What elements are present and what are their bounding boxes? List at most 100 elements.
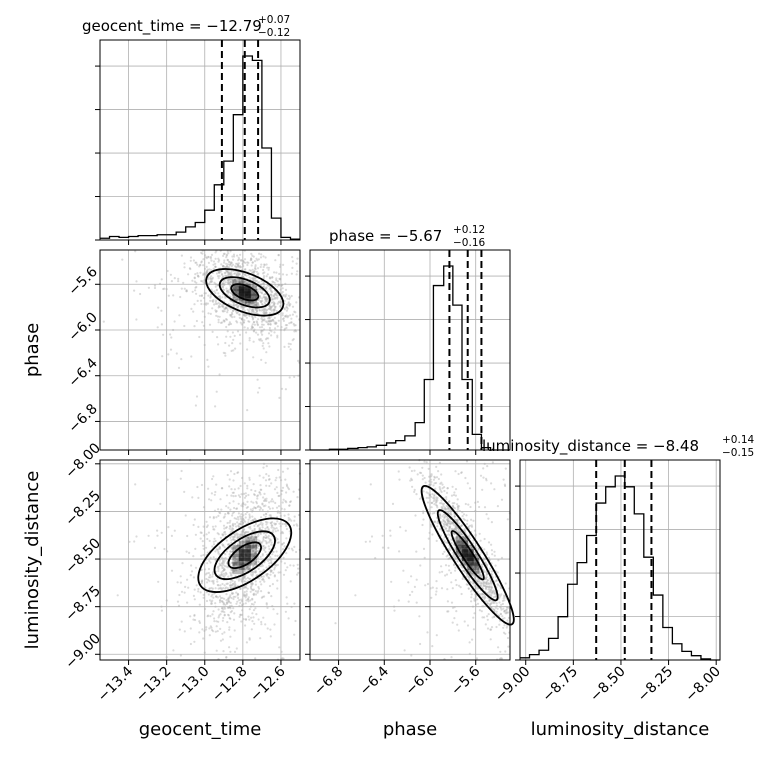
- scatter-point: [463, 570, 466, 573]
- scatter-point: [249, 582, 252, 585]
- scatter-point: [251, 539, 254, 542]
- scatter-point: [477, 569, 480, 572]
- scatter-point: [228, 606, 231, 609]
- scatter-point: [264, 312, 267, 316]
- scatter-point: [252, 321, 255, 324]
- scatter-point: [228, 521, 231, 524]
- scatter-point: [288, 504, 291, 507]
- scatter-point: [264, 287, 267, 291]
- scatter-point: [485, 574, 488, 577]
- scatter-point: [465, 546, 468, 550]
- scatter-point: [464, 476, 467, 480]
- scatter-point: [229, 278, 233, 281]
- scatter-point: [271, 583, 274, 586]
- scatter-point: [240, 513, 243, 516]
- scatter-point: [254, 536, 257, 539]
- scatter-point: [223, 261, 226, 264]
- scatter-point: [484, 561, 487, 564]
- scatter-point: [203, 272, 206, 276]
- scatter-point: [186, 578, 189, 581]
- scatter-point: [448, 569, 451, 572]
- scatter-point: [262, 255, 265, 258]
- scatter-point: [224, 281, 227, 284]
- scatter-point: [231, 568, 234, 571]
- scatter-point: [215, 595, 218, 598]
- scatter-point: [281, 314, 284, 317]
- scatter-point: [235, 507, 239, 510]
- scatter-point: [478, 579, 481, 583]
- scatter-point: [282, 263, 285, 266]
- scatter-point: [284, 295, 287, 298]
- scatter-point: [295, 315, 298, 318]
- scatter-point: [192, 576, 195, 579]
- scatter-point: [225, 256, 228, 259]
- scatter-point: [447, 501, 450, 504]
- scatter-point: [228, 606, 231, 609]
- scatter-point: [234, 494, 237, 498]
- scatter-point: [493, 615, 496, 618]
- scatter-point: [232, 564, 235, 567]
- scatter-point: [209, 615, 212, 618]
- scatter-point: [254, 551, 257, 554]
- scatter-point: [210, 626, 213, 629]
- scatter-point: [219, 564, 222, 567]
- scatter-point: [293, 375, 296, 378]
- scatter-point: [481, 563, 484, 566]
- scatter-point: [241, 529, 244, 532]
- scatter-point: [272, 318, 275, 321]
- scatter-point: [240, 518, 243, 521]
- scatter-point: [265, 312, 268, 315]
- scatter-point: [248, 637, 251, 640]
- scatter-point: [275, 564, 278, 567]
- scatter-point: [286, 486, 290, 489]
- scatter-point: [264, 296, 267, 299]
- scatter-point: [489, 590, 492, 593]
- contour-level-2: [197, 517, 293, 593]
- scatter-point: [484, 585, 488, 588]
- scatter-point: [261, 503, 264, 506]
- scatter-point: [425, 496, 428, 499]
- scatter-point: [259, 296, 262, 299]
- scatter-point: [147, 286, 150, 289]
- scatter-point: [472, 574, 475, 577]
- scatter-point: [271, 297, 274, 300]
- scatter-point: [469, 564, 472, 567]
- scatter-point: [476, 564, 479, 567]
- title-phase-minus: −0.16: [453, 237, 485, 249]
- scatter-point: [483, 548, 486, 551]
- scatter-point: [234, 533, 237, 536]
- scatter-point: [428, 480, 431, 483]
- scatter-point: [262, 536, 266, 539]
- scatter-point: [475, 571, 478, 574]
- scatter-point: [218, 574, 221, 577]
- scatter-point: [286, 307, 289, 310]
- scatter-point: [190, 564, 193, 567]
- scatter-point: [230, 596, 233, 600]
- scatter-point: [251, 545, 254, 548]
- scatter-point: [233, 569, 236, 573]
- scatter-point: [457, 529, 460, 532]
- scatter-point: [228, 344, 231, 347]
- scatter-point: [283, 307, 286, 310]
- scatter-point: [209, 255, 212, 259]
- scatter-point: [490, 601, 493, 605]
- scatter-point: [247, 309, 251, 313]
- scatter-point: [227, 543, 230, 546]
- scatter-point: [208, 587, 211, 590]
- scatter-point: [238, 313, 241, 316]
- scatter-point: [265, 287, 268, 290]
- scatter-point: [441, 570, 444, 573]
- scatter-point: [238, 540, 241, 543]
- scatter-point: [265, 296, 268, 299]
- scatter-point: [459, 555, 462, 558]
- scatter-point: [273, 281, 276, 284]
- scatter-point: [229, 584, 232, 587]
- scatter-point: [488, 588, 491, 592]
- scatter-point: [214, 405, 217, 408]
- scatter-point: [235, 262, 238, 265]
- scatter-point: [445, 555, 448, 558]
- scatter-point: [237, 304, 240, 307]
- scatter-point: [272, 526, 275, 529]
- scatter-point: [165, 656, 168, 659]
- scatter-point: [222, 563, 225, 566]
